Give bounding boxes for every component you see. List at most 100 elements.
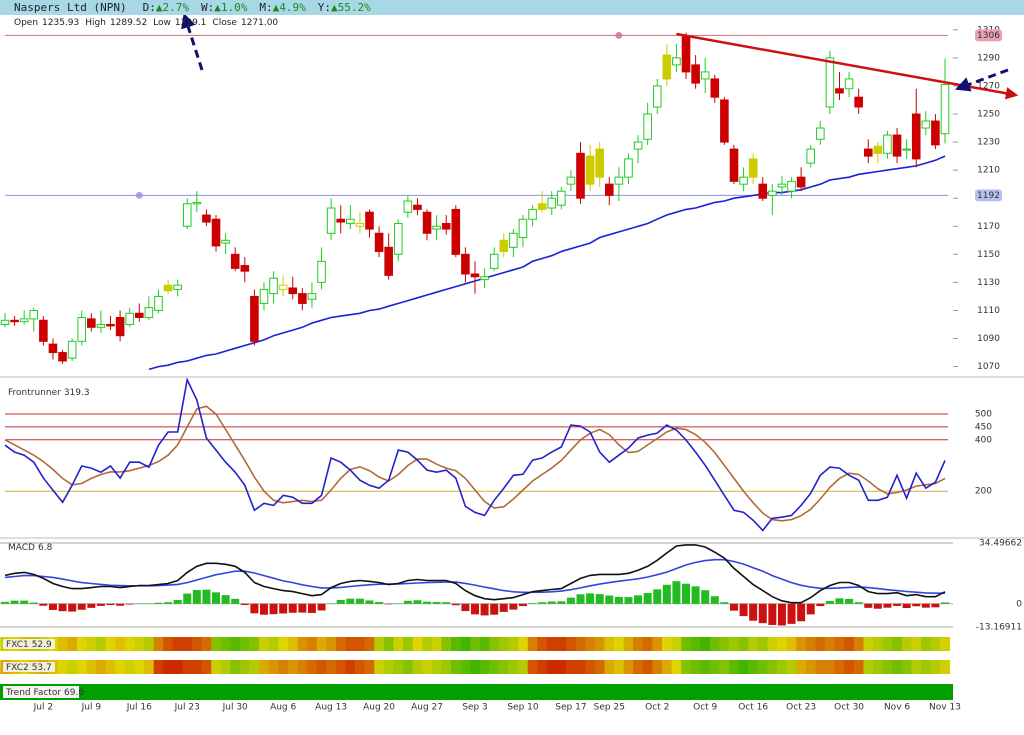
histogram-bar	[729, 603, 738, 611]
trend-bar	[0, 684, 953, 700]
heat-cell	[460, 660, 471, 674]
heat-cell	[134, 637, 145, 651]
heat-cell	[642, 660, 653, 674]
heat-cell	[642, 637, 653, 651]
heat-cell	[652, 637, 663, 651]
heat-cell	[671, 637, 682, 651]
histogram-bar	[451, 603, 460, 606]
candle-body	[355, 222, 365, 227]
heat-cell	[748, 637, 759, 651]
heat-cell	[355, 637, 365, 651]
heat-label: FXC1 52.9	[6, 640, 52, 650]
candle-body	[29, 309, 39, 320]
heat-cell	[575, 660, 586, 674]
histogram-bar	[797, 603, 806, 622]
candle-body	[96, 323, 106, 328]
histogram-bar	[154, 602, 163, 604]
histogram-bar	[739, 603, 748, 617]
candle-body	[681, 36, 691, 73]
heat-cell	[566, 637, 577, 651]
histogram-bar	[116, 603, 125, 606]
candle-body	[154, 295, 163, 311]
ohlc-value: 1271.00	[240, 18, 279, 28]
histogram-bar	[710, 596, 719, 604]
heat-cell	[431, 660, 442, 674]
heat-cell	[537, 660, 548, 674]
series-line	[4, 544, 946, 604]
heat-cell	[335, 637, 346, 651]
heat-cell	[498, 637, 509, 651]
heat-cell	[671, 660, 682, 674]
histogram-bar	[490, 603, 499, 615]
candle-body	[499, 239, 509, 253]
heat-cell	[412, 637, 423, 651]
histogram-bar	[499, 603, 508, 612]
heat-cell	[441, 660, 452, 674]
heat-cell	[690, 660, 701, 674]
heat-cell	[863, 660, 874, 674]
candle-body	[883, 134, 892, 154]
heat-cell	[153, 660, 164, 674]
candle-body	[787, 180, 796, 192]
heat-cell	[757, 660, 768, 674]
candle-body	[806, 148, 816, 164]
candle-body	[278, 284, 288, 290]
heat-cell	[825, 637, 835, 651]
candle-body	[528, 208, 537, 220]
candle-body	[748, 158, 758, 178]
heat-cell	[796, 637, 807, 651]
heat-cell	[786, 660, 797, 674]
candle-body	[202, 214, 211, 223]
heat-cell	[192, 637, 202, 651]
histogram-bar	[557, 601, 566, 604]
heat-cell	[940, 637, 951, 651]
panel-title-text: Frontrunner	[8, 388, 61, 398]
heat-cell	[767, 660, 778, 674]
candle-body	[518, 218, 528, 238]
histogram-bar	[183, 593, 192, 604]
candle-body	[346, 218, 355, 224]
heat-cell	[844, 660, 855, 674]
candle-body	[710, 78, 720, 98]
heat-cell	[911, 637, 922, 651]
histogram-bar	[250, 603, 259, 614]
histogram-bar	[854, 602, 863, 604]
heat-cell	[451, 637, 461, 651]
histogram-bar	[691, 586, 700, 604]
histogram-bar	[586, 593, 595, 604]
candle-body	[720, 99, 729, 143]
heat-cell	[652, 660, 663, 674]
heat-cell	[777, 660, 788, 674]
histogram-bar	[480, 603, 489, 616]
histogram-bar	[662, 584, 671, 604]
y-tick-label: 1170	[977, 222, 1000, 232]
candle-body	[911, 113, 921, 160]
histogram-bar	[413, 600, 422, 604]
histogram-bar	[845, 598, 854, 604]
x-tick-label: Oct 30	[834, 703, 864, 713]
heat-cell	[163, 637, 174, 651]
candle-body	[250, 295, 259, 342]
heat-cell	[518, 637, 529, 651]
heat-label-value: 53.7	[32, 663, 52, 673]
heat-cell	[451, 660, 461, 674]
candle-body	[451, 208, 461, 255]
candle-body	[182, 203, 192, 227]
heat-cell	[518, 660, 529, 674]
heat-cell	[422, 637, 433, 651]
heat-cell	[240, 660, 250, 674]
trend-label: Trend Factor 69.6	[5, 688, 84, 698]
y-tick-label: 1270	[977, 81, 1000, 91]
histogram-bar	[912, 603, 921, 607]
heat-cell	[124, 637, 135, 651]
x-tick-label: Aug 27	[411, 703, 443, 713]
x-tick-label: Oct 2	[645, 703, 669, 713]
heat-cell	[201, 660, 212, 674]
heat-cell	[297, 637, 308, 651]
level-anchor	[135, 191, 143, 199]
y-tick-label: 1070	[977, 362, 1000, 372]
x-tick-label: Jul 16	[126, 703, 152, 713]
candle-body	[700, 71, 710, 80]
heat-cell	[748, 660, 759, 674]
candle-body	[403, 200, 413, 213]
